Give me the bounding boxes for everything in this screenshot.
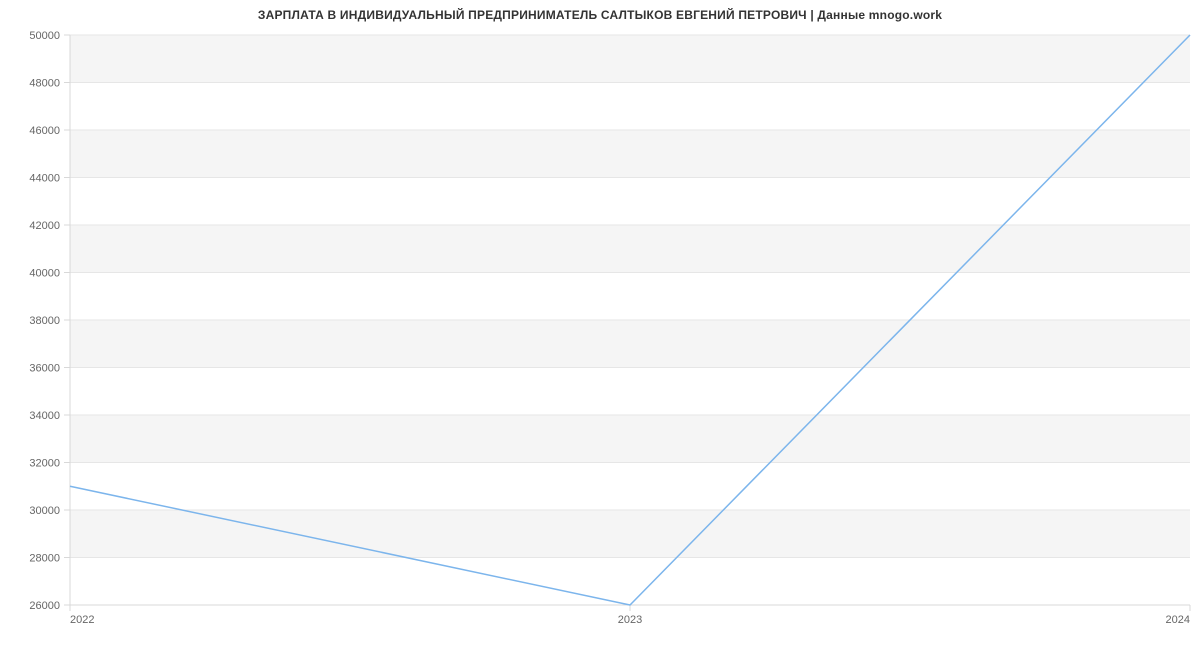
y-tick-label: 50000 (29, 30, 60, 42)
x-tick-label: 2022 (70, 614, 94, 626)
salary-chart: ЗАРПЛАТА В ИНДИВИДУАЛЬНЫЙ ПРЕДПРИНИМАТЕЛ… (0, 0, 1200, 650)
y-tick-label: 38000 (29, 315, 60, 327)
y-tick-label: 44000 (29, 173, 60, 185)
y-tick-label: 36000 (29, 363, 60, 375)
y-tick-label: 40000 (29, 268, 60, 280)
y-tick-label: 48000 (29, 78, 60, 90)
y-tick-label: 42000 (29, 220, 60, 232)
x-tick-label: 2024 (1166, 614, 1190, 626)
chart-svg: 26000 28000 30000 32000 34000 36000 38000 40000… (0, 0, 1200, 650)
y-tick-label: 46000 (29, 125, 60, 137)
y-tick-label: 26000 (29, 600, 60, 612)
y-tick-label: 32000 (29, 458, 60, 470)
y-tick-label: 30000 (29, 505, 60, 517)
y-tick-label: 28000 (29, 553, 60, 565)
x-tick-label: 2023 (618, 614, 642, 626)
y-tick-label: 34000 (29, 410, 60, 422)
